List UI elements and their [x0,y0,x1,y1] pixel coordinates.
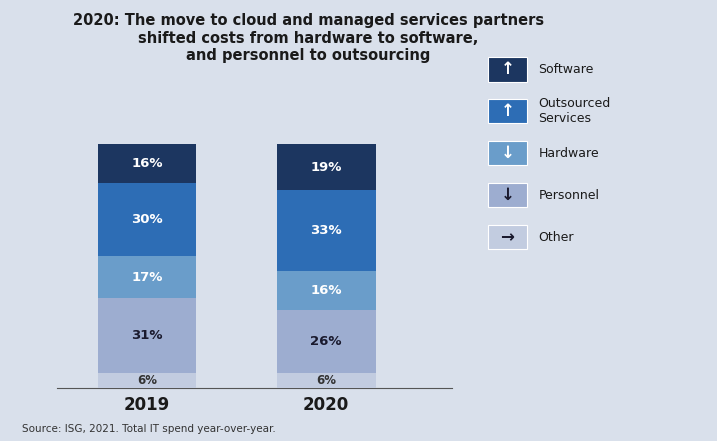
Text: 6%: 6% [137,374,157,387]
Text: Outsourced
Services: Outsourced Services [538,97,611,125]
Text: Other: Other [538,231,574,243]
Text: →: → [500,228,514,246]
Text: ↓: ↓ [500,144,514,162]
Text: 26%: 26% [310,335,342,348]
Text: 16%: 16% [131,157,163,170]
Bar [98,256,196,298]
Bar [98,183,196,256]
Bar [98,144,196,183]
Bar [277,271,376,310]
Bar [277,310,376,374]
Text: 33%: 33% [310,224,342,237]
Text: Software: Software [538,63,594,76]
Text: Personnel: Personnel [538,189,599,202]
Bar [277,374,376,388]
Bar [277,144,376,191]
Text: 17%: 17% [131,270,163,284]
Text: Hardware: Hardware [538,147,599,160]
Text: 2020: The move to cloud and managed services partners
shifted costs from hardwar: 2020: The move to cloud and managed serv… [72,13,544,63]
Bar [277,191,376,271]
Text: ↑: ↑ [500,102,514,120]
Text: ↓: ↓ [500,186,514,204]
Text: ↑: ↑ [500,60,514,78]
Text: Source: ISG, 2021. Total IT spend year-over-year.: Source: ISG, 2021. Total IT spend year-o… [22,424,275,434]
Text: 16%: 16% [310,284,342,297]
Bar [98,298,196,374]
Text: 19%: 19% [310,161,342,174]
Text: 31%: 31% [131,329,163,342]
Text: 6%: 6% [316,374,336,387]
Bar [98,374,196,388]
Text: 30%: 30% [131,213,163,226]
